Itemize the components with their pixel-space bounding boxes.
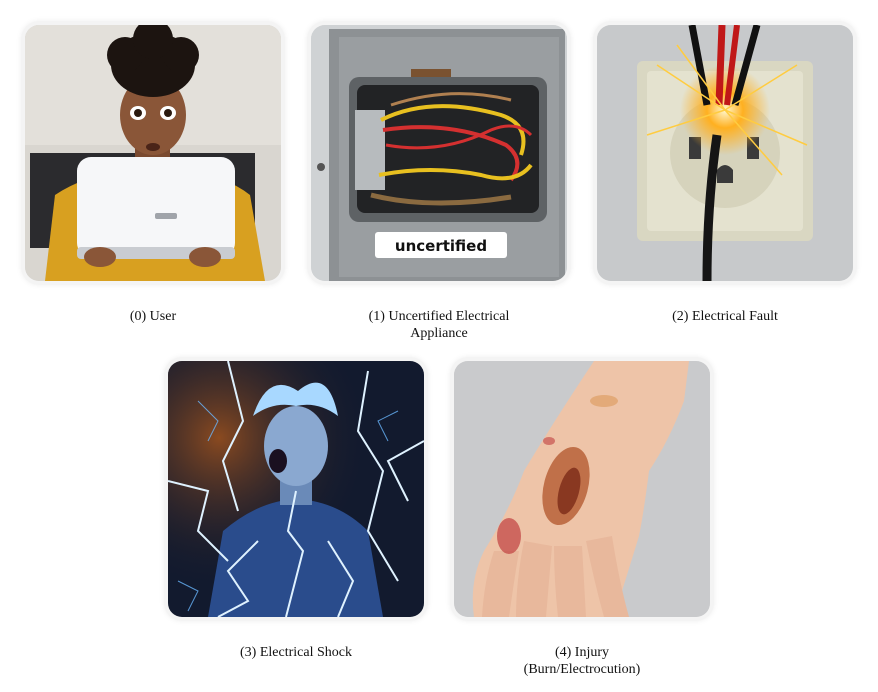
caption-injury-line1: (4) Injury bbox=[554, 645, 610, 660]
caption-electrical-shock: (3) Electrical Shock bbox=[196, 644, 396, 661]
caption-user-text: (0) User bbox=[129, 309, 177, 324]
caption-user: (0) User bbox=[53, 308, 253, 325]
caption-injury: (4) Injury (Burn/Electrocution) bbox=[482, 644, 682, 678]
caption-uncertified-appliance-line2: Appliance bbox=[410, 326, 468, 341]
electrical-shock-image bbox=[168, 361, 424, 617]
caption-injury-line2: (Burn/Electrocution) bbox=[523, 662, 641, 677]
caption-electrical-shock-text: (3) Electrical Shock bbox=[240, 645, 352, 660]
caption-uncertified-appliance-line1: (1) Uncertified Electrical bbox=[368, 309, 510, 324]
electrical-fault-image bbox=[597, 25, 853, 281]
user-image bbox=[25, 25, 281, 281]
uncertified-appliance-image: uncertified bbox=[311, 25, 567, 281]
caption-uncertified-appliance: (1) Uncertified Electrical Appliance bbox=[339, 308, 539, 342]
injury-image bbox=[454, 361, 710, 617]
caption-electrical-fault-text: (2) Electrical Fault bbox=[672, 309, 778, 324]
uncertified-sticker-text: uncertified bbox=[395, 237, 487, 255]
caption-electrical-fault: (2) Electrical Fault bbox=[625, 308, 825, 325]
